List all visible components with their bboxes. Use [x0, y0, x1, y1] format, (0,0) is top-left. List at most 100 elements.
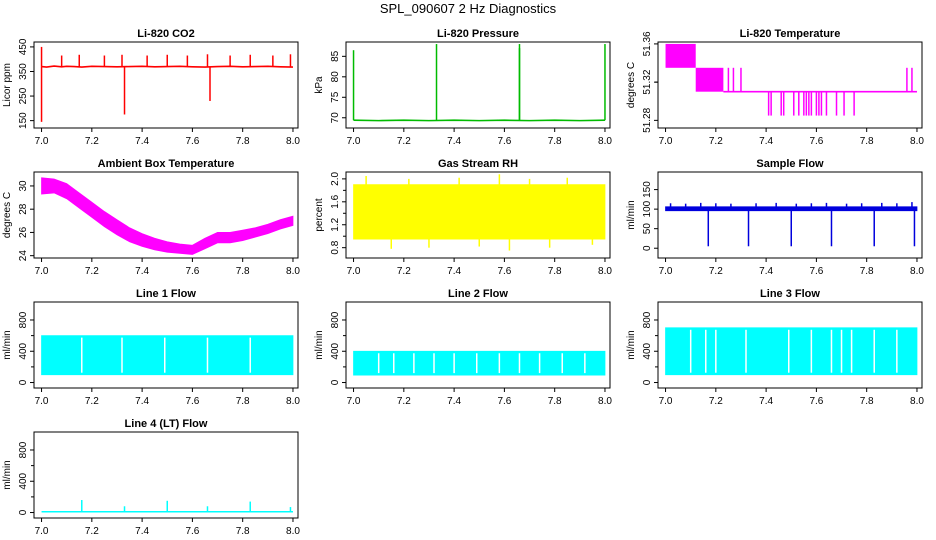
y-tick-label: 75 — [330, 91, 341, 103]
panel-ambient_temp: Ambient Box Temperature degrees C 7.0 7.2 7.… — [2, 158, 300, 277]
y-tick-label: 800 — [18, 311, 29, 328]
series-band — [665, 327, 918, 376]
x-tick-label: 7.8 — [236, 136, 250, 147]
x-tick-label: 8.0 — [910, 266, 924, 277]
panel-title: Sample Flow — [756, 158, 824, 170]
plot-frame — [33, 431, 299, 519]
x-tick-label: 8.0 — [598, 266, 612, 277]
y-axis-label: ml/min — [2, 460, 13, 489]
plot-frame — [33, 171, 299, 259]
series-band — [353, 350, 606, 376]
y-tick-label: 26 — [18, 226, 29, 238]
x-tick-label: 7.0 — [35, 396, 49, 407]
x-tick-label: 7.4 — [759, 266, 773, 277]
x-tick-label: 7.6 — [185, 266, 199, 277]
y-axis-label: Licor ppm — [2, 63, 13, 107]
panel-pressure: Li-820 Pressure kPa 7.0 7.2 7.4 7.6 7.8 8.0 70 75… — [314, 28, 612, 147]
x-tick-label: 7.8 — [236, 396, 250, 407]
panel-co2: Li-820 CO2 Licor ppm 7.0 7.2 7.4 7.6 7.8 8.0 150… — [2, 28, 300, 147]
y-tick-label: 0 — [642, 245, 653, 251]
x-tick-label: 7.8 — [860, 266, 874, 277]
x-tick-label: 7.8 — [236, 526, 250, 537]
series-band — [665, 206, 918, 212]
y-tick-label: 400 — [642, 342, 653, 359]
y-tick-label: 0 — [330, 379, 341, 385]
x-tick-label: 7.8 — [548, 136, 562, 147]
x-tick-label: 7.0 — [347, 266, 361, 277]
x-tick-label: 8.0 — [286, 396, 300, 407]
x-tick-label: 7.6 — [185, 396, 199, 407]
x-tick-label: 7.2 — [709, 266, 723, 277]
y-tick-label: 150 — [18, 112, 29, 129]
y-tick-label: 800 — [642, 311, 653, 328]
x-tick-label: 8.0 — [910, 396, 924, 407]
y-tick-label: 1.2 — [330, 217, 341, 231]
y-tick-label: 85 — [330, 50, 341, 62]
x-tick-label: 7.2 — [85, 266, 99, 277]
panel-line2: Line 2 Flow ml/min 7.0 7.2 7.4 7.6 7.8 8.0 0 400 8… — [314, 288, 612, 407]
y-tick-label: 0 — [642, 379, 653, 385]
x-tick-label: 8.0 — [598, 136, 612, 147]
plot-frame — [33, 41, 299, 129]
x-tick-label: 7.2 — [709, 136, 723, 147]
x-tick-label: 7.4 — [135, 396, 149, 407]
y-tick-label: 0 — [18, 379, 29, 385]
y-axis-label: ml/min — [314, 330, 325, 359]
x-tick-label: 7.4 — [447, 396, 461, 407]
y-tick-label: 51.28 — [642, 107, 653, 132]
x-tick-label: 7.0 — [35, 526, 49, 537]
x-tick-label: 7.4 — [759, 396, 773, 407]
x-tick-label: 7.0 — [347, 136, 361, 147]
x-tick-label: 7.6 — [809, 396, 823, 407]
y-tick-label: 1.6 — [330, 194, 341, 208]
panel-title: Line 4 (LT) Flow — [125, 418, 208, 430]
x-tick-label: 8.0 — [286, 526, 300, 537]
panel-line1: Line 1 Flow ml/min 7.0 7.2 7.4 7.6 7.8 8.0 0 400 8… — [2, 288, 300, 407]
panel-title: Line 2 Flow — [448, 288, 508, 300]
plot-frame — [345, 301, 611, 389]
x-tick-label: 7.0 — [35, 136, 49, 147]
x-tick-label: 8.0 — [910, 136, 924, 147]
y-axis-label: kPa — [314, 76, 325, 94]
y-tick-label: 400 — [18, 342, 29, 359]
x-tick-label: 7.8 — [236, 266, 250, 277]
x-tick-label: 7.0 — [659, 396, 673, 407]
series-band — [695, 67, 724, 92]
plot-frame — [345, 41, 611, 129]
panel-line3: Line 3 Flow ml/min 7.0 7.2 7.4 7.6 7.8 8.0 0 400 8… — [626, 288, 924, 407]
series-band — [41, 335, 294, 376]
x-tick-label: 7.4 — [135, 136, 149, 147]
x-tick-label: 7.4 — [759, 136, 773, 147]
x-tick-label: 7.6 — [497, 266, 511, 277]
y-axis-label: degrees C — [626, 62, 637, 108]
y-tick-label: 150 — [642, 181, 653, 198]
x-tick-label: 7.6 — [809, 136, 823, 147]
x-tick-label: 7.6 — [497, 396, 511, 407]
plot-frame — [657, 41, 923, 129]
y-tick-label: 2.0 — [330, 171, 341, 185]
y-tick-label: 800 — [18, 441, 29, 458]
x-tick-label: 7.2 — [709, 396, 723, 407]
figure-title: SPL_090607 2 Hz Diagnostics — [380, 1, 557, 16]
y-tick-label: 70 — [330, 112, 341, 124]
y-tick-label: 28 — [18, 203, 29, 215]
y-tick-label: 0.8 — [330, 240, 341, 254]
x-tick-label: 7.2 — [397, 136, 411, 147]
x-tick-label: 7.2 — [85, 396, 99, 407]
y-axis-label: ml/min — [626, 200, 637, 229]
x-tick-label: 7.8 — [548, 396, 562, 407]
y-tick-label: 800 — [330, 311, 341, 328]
y-tick-label: 51.36 — [642, 31, 653, 56]
y-tick-label: 50 — [642, 223, 653, 235]
series-band — [353, 184, 606, 240]
y-tick-label: 24 — [18, 250, 29, 262]
y-tick-label: 250 — [18, 87, 29, 104]
x-tick-label: 7.8 — [860, 396, 874, 407]
y-tick-label: 0 — [18, 509, 29, 515]
series-band — [41, 177, 294, 255]
panel-rh: Gas Stream RH percent 7.0 7.2 7.4 7.6 7.8 8.0 0.… — [314, 158, 612, 277]
x-tick-label: 8.0 — [286, 136, 300, 147]
panel-title: Ambient Box Temperature — [98, 158, 235, 170]
x-tick-label: 7.6 — [809, 266, 823, 277]
